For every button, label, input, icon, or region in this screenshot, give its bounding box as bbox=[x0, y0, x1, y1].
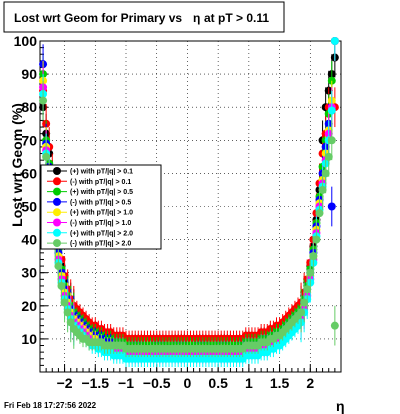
x-tick-label: 0.5 bbox=[208, 375, 228, 391]
plot-area: −2 −1.5 −1 −0.5 0 0.5 1 1.5 2 10 20 30 40 50 60 70 80 90 1… bbox=[14, 33, 342, 391]
legend-box bbox=[40, 164, 162, 250]
axis-ticks: −2 −1.5 −1 −0.5 0 0.5 1 1.5 2 10 20 30 40 50 60 70 80 90 1… bbox=[14, 33, 336, 391]
legend-label: (+) with pT/|q| > 0.5 bbox=[70, 189, 133, 196]
y-tick-label: 70 bbox=[21, 132, 37, 148]
data-point bbox=[63, 308, 72, 317]
legend-label: (+) with pT/|q| > 1.0 bbox=[70, 210, 133, 217]
data-point bbox=[315, 209, 324, 218]
x-tick-label: −2 bbox=[57, 375, 73, 391]
data-point bbox=[327, 202, 336, 211]
data-point bbox=[312, 235, 321, 244]
x-tick-label: 1 bbox=[245, 375, 253, 391]
title-eta-symbol: η bbox=[193, 11, 200, 25]
footer-timestamp: Fri Feb 18 17:27:56 2022 bbox=[4, 401, 97, 410]
x-tick-label: 2 bbox=[306, 375, 314, 391]
legend-marker bbox=[53, 197, 61, 206]
y-tick-label: 100 bbox=[14, 33, 38, 49]
y-tick-label: 20 bbox=[21, 298, 37, 314]
y-tick-label: 30 bbox=[21, 265, 37, 281]
series-8 bbox=[39, 80, 339, 358]
y-tick-label: 50 bbox=[21, 199, 37, 215]
data-point bbox=[54, 262, 63, 271]
data-point bbox=[318, 185, 327, 194]
y-axis-label: Lost wrt Geom (%) bbox=[9, 103, 25, 227]
title-box bbox=[3, 1, 285, 33]
legend-marker bbox=[53, 177, 61, 186]
data-point bbox=[309, 252, 318, 261]
x-axis-label: η bbox=[336, 398, 345, 414]
legend-marker bbox=[53, 218, 61, 227]
x-tick-label: −1 bbox=[118, 375, 134, 391]
data-point bbox=[330, 321, 339, 330]
title-right-text: at pT > 0.11 bbox=[204, 11, 269, 25]
x-tick-label: 1.5 bbox=[270, 375, 290, 391]
legend-marker bbox=[53, 208, 61, 217]
x-tick-label: 0 bbox=[184, 375, 192, 391]
legend-label: (-) with pT/|q| > 0.1 bbox=[70, 179, 131, 186]
data-point bbox=[39, 96, 48, 105]
y-tick-label: 10 bbox=[21, 331, 37, 347]
chart-title: Lost wrt Geom for Primary vs η at pT > 0… bbox=[3, 1, 285, 33]
x-tick-label: −0.5 bbox=[143, 375, 171, 391]
data-point bbox=[303, 285, 312, 294]
data-point bbox=[42, 152, 51, 161]
legend: (+) with pT/|q| > 0.1 (-) with pT/|q| > 0… bbox=[40, 164, 162, 250]
legend-label: (+) with pT/|q| > 2.0 bbox=[70, 230, 133, 237]
data-point bbox=[327, 136, 336, 145]
legend-label: (+) with pT/|q| > 0.1 bbox=[70, 169, 133, 176]
series-7 bbox=[39, 37, 339, 368]
data-point bbox=[324, 152, 333, 161]
legend-marker bbox=[53, 239, 61, 248]
legend-marker bbox=[53, 167, 61, 175]
legend-marker bbox=[53, 187, 61, 196]
legend-label: (-) with pT/|q| > 0.5 bbox=[70, 199, 131, 206]
data-point bbox=[297, 308, 306, 317]
data-point bbox=[306, 268, 315, 277]
legend-label: (-) with pT/|q| > 1.0 bbox=[70, 220, 131, 227]
legend-label: (-) with pT/|q| > 2.0 bbox=[70, 241, 131, 248]
data-point bbox=[330, 37, 339, 45]
data-point bbox=[327, 106, 336, 115]
legend-marker bbox=[53, 228, 61, 237]
y-tick-label: 90 bbox=[21, 66, 37, 82]
y-tick-label: 80 bbox=[21, 99, 37, 115]
title-left-text: Lost wrt Geom for Primary vs bbox=[14, 11, 182, 25]
y-tick-label: 40 bbox=[21, 232, 37, 248]
data-point bbox=[300, 298, 309, 307]
data-point bbox=[321, 169, 330, 178]
data-series bbox=[39, 37, 339, 368]
data-point bbox=[60, 298, 69, 307]
data-point bbox=[66, 318, 75, 327]
data-point bbox=[57, 281, 66, 290]
y-tick-label: 60 bbox=[21, 165, 37, 181]
x-tick-label: −1.5 bbox=[81, 375, 109, 391]
